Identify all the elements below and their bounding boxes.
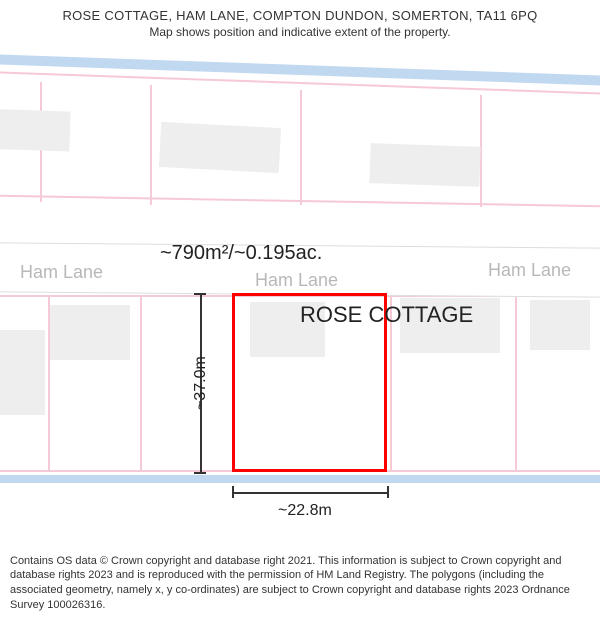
parcel-boundary bbox=[140, 295, 142, 470]
road-label: Ham Lane bbox=[255, 270, 338, 291]
area-measurement: ~790m²/~0.195ac. bbox=[160, 242, 322, 265]
water-strip bbox=[0, 54, 600, 85]
building-footprint bbox=[50, 305, 130, 360]
copyright-footer: Contains OS data © Crown copyright and d… bbox=[0, 546, 600, 625]
dim-width-text: ~22.8m bbox=[278, 502, 332, 520]
parcel-boundary bbox=[515, 295, 517, 470]
parcel-boundary bbox=[150, 85, 152, 205]
water-strip bbox=[0, 475, 600, 483]
building-footprint bbox=[0, 108, 71, 151]
building-footprint bbox=[369, 143, 480, 187]
parcel-boundary bbox=[300, 90, 302, 205]
building-footprint bbox=[0, 330, 45, 415]
map-canvas: Ham Lane Ham Lane Ham Lane ~790m²/~0.195ac.… bbox=[0, 50, 600, 520]
header: ROSE COTTAGE, HAM LANE, COMPTON DUNDON, … bbox=[0, 0, 600, 43]
building-footprint bbox=[530, 300, 590, 350]
dim-cap bbox=[232, 486, 234, 498]
dim-cap bbox=[194, 472, 206, 474]
dim-height-text: ~37.0m bbox=[192, 356, 210, 410]
dim-line-horizontal bbox=[232, 492, 387, 494]
building-footprint bbox=[159, 122, 281, 173]
page-subtitle: Map shows position and indicative extent… bbox=[10, 25, 590, 39]
road-label: Ham Lane bbox=[488, 260, 571, 281]
dim-cap bbox=[194, 293, 206, 295]
dim-cap bbox=[387, 486, 389, 498]
page-title: ROSE COTTAGE, HAM LANE, COMPTON DUNDON, … bbox=[10, 8, 590, 23]
road-label: Ham Lane bbox=[20, 262, 103, 283]
property-name-label: ROSE COTTAGE bbox=[300, 302, 473, 328]
